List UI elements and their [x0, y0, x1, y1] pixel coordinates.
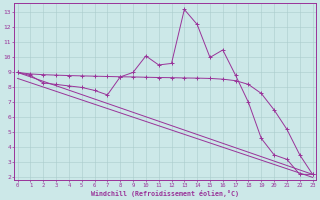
X-axis label: Windchill (Refroidissement éolien,°C): Windchill (Refroidissement éolien,°C): [91, 190, 239, 197]
